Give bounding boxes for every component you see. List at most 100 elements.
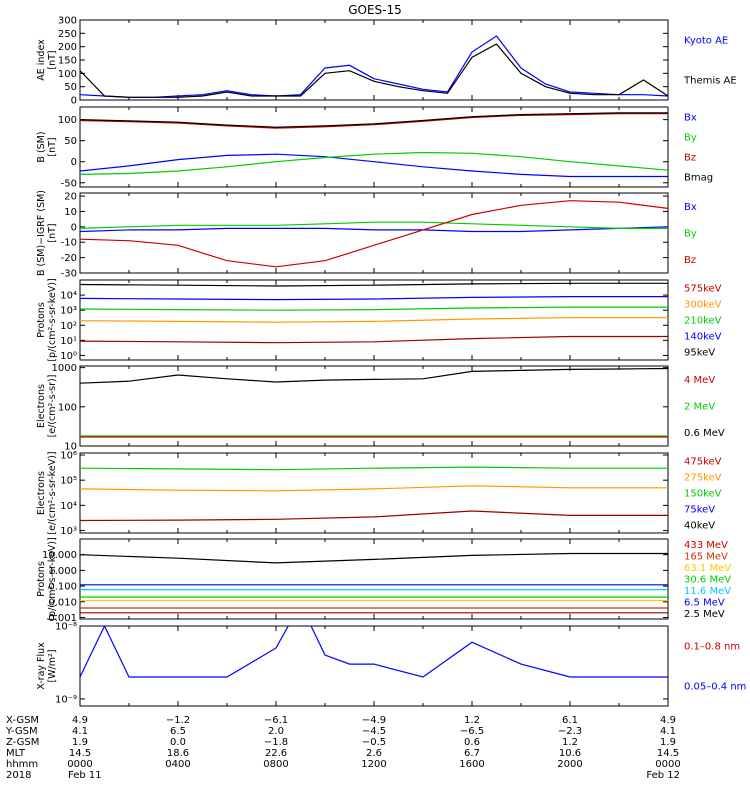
- ephemeris-value: 4.9: [72, 715, 88, 726]
- y-axis-label-xray: X-ray Flux: [36, 642, 47, 690]
- y-tick-label-protons_high: 1.000: [48, 566, 77, 577]
- y-axis-label-ae: [nT]: [47, 50, 58, 69]
- y-tick-label-ae: 0: [71, 96, 77, 107]
- y-tick-label-protons_low: 10³: [60, 306, 77, 317]
- y-tick-label-protons_low: 10⁰: [60, 351, 77, 362]
- legend-entry-xray: 0.1–0.8 nm: [684, 642, 740, 653]
- legend-entry-electrons_kev: 475keV: [684, 457, 722, 468]
- ephemeris-value: −2.3: [558, 726, 582, 737]
- y-axis-label-electrons_mev: Electrons: [36, 384, 47, 428]
- y-tick-label-bigrf: 0: [71, 222, 77, 233]
- y-tick-label-bigrf: -30: [61, 269, 77, 280]
- series-line-protons_low-0: [80, 282, 668, 287]
- ephemeris-row-label: MLT: [6, 748, 26, 759]
- series-line-bsm-1: [80, 151, 668, 175]
- y-tick-label-ae: 100: [58, 69, 77, 80]
- ephemeris-value: −4.9: [362, 715, 386, 726]
- y-tick-label-electrons_mev: 100: [58, 402, 77, 413]
- series-line-ae-1: [80, 43, 668, 98]
- y-axis-label-protons_low: Protons: [36, 302, 47, 338]
- ephemeris-value: 6.1: [562, 715, 578, 726]
- legend-entry-bigrf: By: [684, 229, 697, 240]
- ephemeris-value: −6.5: [460, 726, 484, 737]
- ephemeris-value: 4.1: [72, 726, 88, 737]
- panel-frame-bigrf: [79, 192, 669, 274]
- y-tick-label-bigrf: -20: [61, 253, 77, 264]
- series-line-xray-1: [80, 626, 668, 678]
- ephemeris-value: −1.2: [166, 715, 190, 726]
- series-line-bsm-2: [80, 113, 668, 129]
- y-tick-label-protons_high: 0.100: [48, 582, 77, 593]
- series-line-bsm-0: [80, 153, 668, 178]
- y-tick-label-bsm: 50: [64, 136, 77, 147]
- series-line-electrons_kev-2: [80, 510, 668, 522]
- figure-title: GOES-15: [348, 3, 402, 17]
- y-axis-label-xray: [W/m²]: [47, 649, 58, 682]
- y-tick-label-protons_high: 10.000: [42, 550, 77, 561]
- y-axis-label-bsm: B (SM): [36, 131, 47, 162]
- legend-entry-bsm: Bz: [684, 153, 696, 164]
- legend-entry-protons_low: 300keV: [684, 300, 722, 311]
- panel-frame-protons_low: [79, 279, 669, 361]
- y-tick-label-protons_low: 10²: [60, 321, 77, 332]
- ephemeris-value: 2000: [557, 759, 582, 770]
- legend-entry-protons_high: 6.5 MeV: [684, 597, 725, 608]
- y-tick-label-ae: 300: [58, 16, 77, 27]
- ephemeris-value: 0000: [655, 759, 680, 770]
- panel-frame-electrons_kev: [79, 452, 669, 534]
- ephemeris-value: −0.5: [362, 737, 386, 748]
- y-axis-label-electrons_kev: [e/(cm²-s-sr-keV)]: [47, 451, 58, 534]
- legend-entry-electrons_mev: 4 MeV: [684, 375, 715, 386]
- legend-entry-ae: Kyoto AE: [684, 36, 728, 47]
- y-tick-label-protons_high: 0.001: [48, 613, 77, 624]
- legend-entry-protons_low: 210keV: [684, 316, 722, 327]
- ephemeris-value: 0.6: [464, 737, 480, 748]
- y-tick-label-electrons_kev: 10³: [60, 526, 77, 537]
- y-tick-label-protons_low: 10¹: [60, 336, 77, 347]
- legend-entry-protons_high: 2.5 MeV: [684, 609, 725, 620]
- y-axis-label-bigrf: [nT]: [47, 223, 58, 242]
- ephemeris-value: 2.0: [268, 726, 284, 737]
- series-line-electrons_mev-0: [80, 367, 668, 384]
- series-line-electrons_kev-1: [80, 485, 668, 492]
- legend-entry-protons_low: 575keV: [684, 284, 722, 295]
- legend-entry-protons_high: 433 MeV: [684, 540, 728, 551]
- ephemeris-value: 6.5: [170, 726, 186, 737]
- series-line-ae-0: [80, 35, 668, 98]
- ephemeris-value: 4.1: [660, 726, 676, 737]
- y-tick-label-bsm: 100: [58, 115, 77, 126]
- panel-frame-ae: [79, 19, 669, 101]
- ephemeris-value: 22.6: [265, 748, 287, 759]
- ephemeris-value: 1200: [361, 759, 386, 770]
- y-tick-label-electrons_kev: 10⁴: [60, 501, 77, 512]
- y-axis-label-protons_high: Protons: [36, 561, 47, 597]
- ephemeris-value: 6.7: [464, 748, 480, 759]
- legend-entry-protons_high: 30.6 MeV: [684, 575, 731, 586]
- ephemeris-row-label: X-GSM: [6, 715, 39, 726]
- y-tick-label-bsm: 0: [71, 157, 77, 168]
- legend-entry-bsm: Bmag: [684, 173, 713, 184]
- legend-entry-protons_high: 11.6 MeV: [684, 586, 731, 597]
- legend-entry-bigrf: Bx: [684, 202, 697, 213]
- ephemeris-value: 0000: [67, 759, 92, 770]
- series-line-protons_high-0: [80, 552, 668, 564]
- y-tick-label-electrons_mev: 1000: [52, 363, 77, 374]
- series-line-bigrf-0: [80, 226, 668, 233]
- y-tick-label-ae: 50: [64, 82, 77, 93]
- y-tick-label-xray: 10⁻⁹: [55, 694, 77, 705]
- y-axis-label-bigrf: B (SM)−IGRF (SM): [36, 190, 47, 276]
- ephemeris-value: 4.9: [660, 715, 676, 726]
- ephemeris-row-label: 2018: [6, 770, 31, 781]
- ephemeris-value: 18.6: [167, 748, 189, 759]
- legend-entry-electrons_kev: 150keV: [684, 489, 722, 500]
- panel-frame-protons_high: [79, 538, 669, 620]
- ephemeris-row-label: Z-GSM: [6, 737, 39, 748]
- y-tick-label-ae: 250: [58, 29, 77, 40]
- legend-entry-ae: Themis AE: [683, 76, 737, 87]
- y-axis-label-electrons_kev: Electrons: [36, 471, 47, 515]
- y-tick-label-electrons_kev: 10⁶: [60, 450, 77, 461]
- panel-frame-xray: [79, 625, 669, 707]
- y-tick-label-xray: 10⁻⁸: [55, 622, 77, 633]
- y-tick-label-bigrf: 20: [64, 192, 77, 203]
